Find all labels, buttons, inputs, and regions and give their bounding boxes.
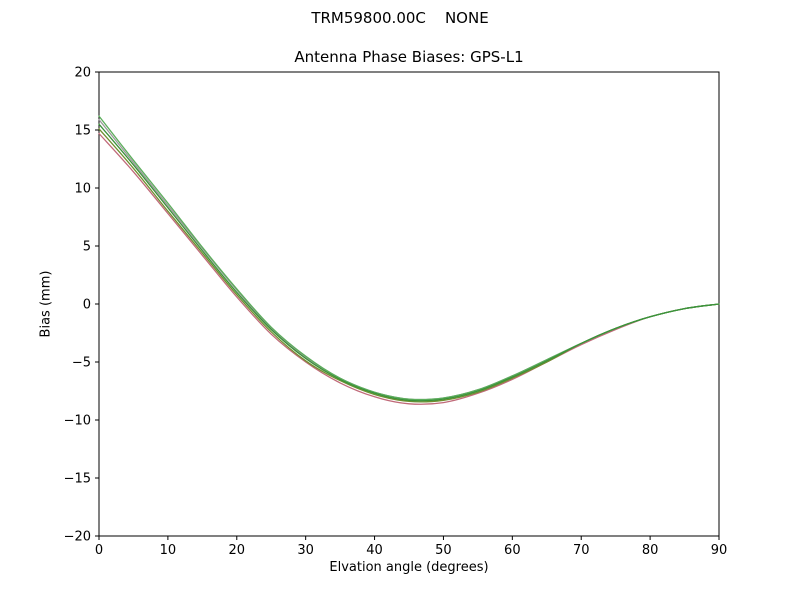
axes-title: Antenna Phase Biases: GPS-L1	[294, 48, 524, 66]
x-tick-label: 60	[504, 543, 521, 558]
curve-green-light	[98, 115, 720, 401]
curve-rose	[98, 132, 720, 405]
y-tick-label: 20	[74, 66, 91, 81]
figure-title: TRM59800.00C NONE	[311, 9, 489, 27]
y-tick-label: −10	[64, 414, 91, 429]
y-tick-label: 10	[74, 182, 91, 197]
x-tick-label: 70	[573, 543, 590, 558]
y-tick-label: 0	[83, 298, 91, 313]
x-tick-label: 30	[297, 543, 314, 558]
y-tick-label: −15	[64, 472, 91, 487]
y-axis-label: Bias (mm)	[38, 270, 54, 338]
curve-olive	[98, 128, 720, 403]
y-tick-label: −20	[64, 530, 91, 545]
x-tick-label: 50	[435, 543, 452, 558]
curve-green	[98, 123, 720, 402]
x-tick-label: 20	[229, 543, 246, 558]
y-tick-label: 15	[74, 124, 91, 139]
x-tick-label: 0	[95, 543, 103, 558]
x-axis-label: Elvation angle (degrees)	[329, 560, 489, 575]
axes-frame	[98, 71, 720, 537]
x-tick-label: 10	[160, 543, 177, 558]
x-tick-label: 40	[366, 543, 383, 558]
x-tick-label: 80	[642, 543, 659, 558]
y-tick-label: −5	[72, 356, 91, 371]
curve-gray	[98, 118, 720, 401]
y-tick-label: 5	[83, 240, 91, 255]
x-tick-label: 90	[711, 543, 728, 558]
